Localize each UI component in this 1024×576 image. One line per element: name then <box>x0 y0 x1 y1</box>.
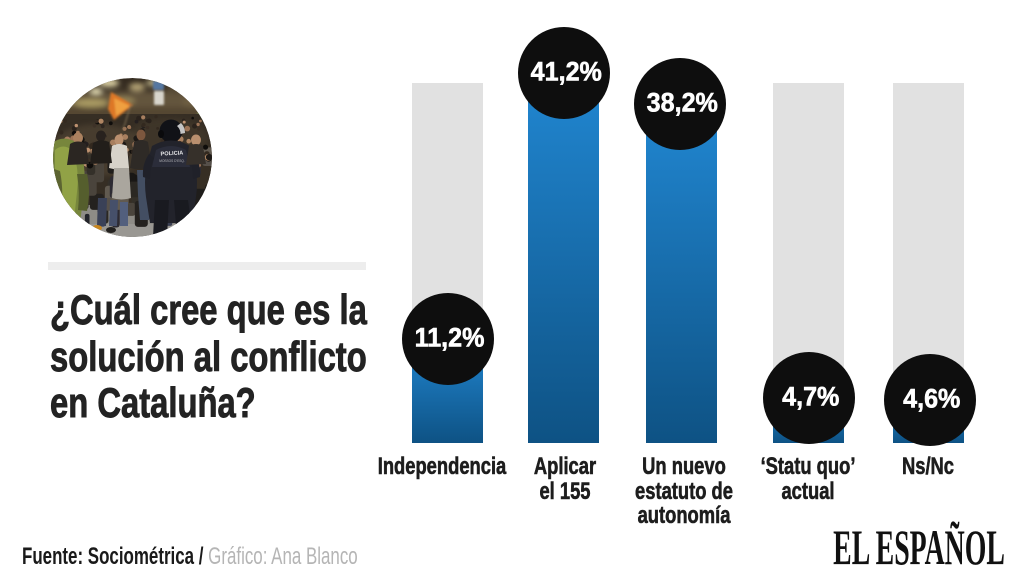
svg-text:MOSSOS D'ESQ.: MOSSOS D'ESQ. <box>159 159 185 163</box>
svg-text:POLICIA: POLICIA <box>160 150 183 157</box>
